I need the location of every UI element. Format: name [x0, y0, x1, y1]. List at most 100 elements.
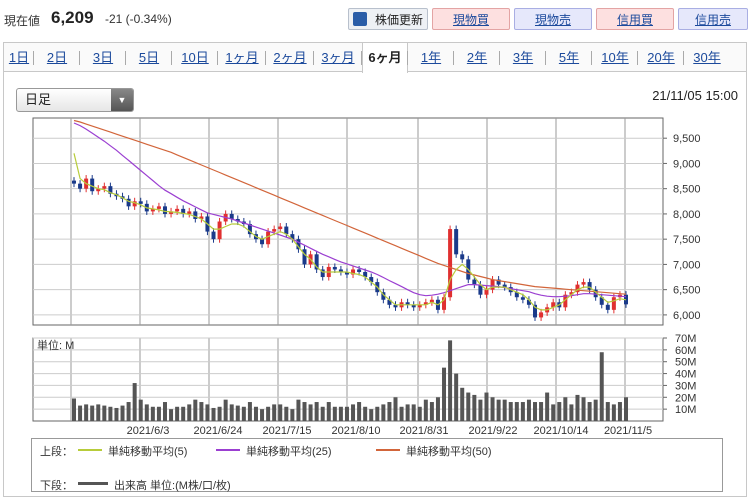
volume-bar [399, 406, 404, 421]
update-price-label: 株価更新 [374, 13, 423, 27]
candle-body [429, 299, 434, 303]
tab-0[interactable]: 1日 [8, 50, 30, 65]
volume-bar [375, 406, 380, 421]
volume-bar [351, 404, 356, 421]
candle-body [193, 211, 198, 219]
candle-body [229, 213, 234, 219]
volume-bar [96, 404, 101, 421]
tab-6[interactable]: 2ヶ月 [273, 50, 307, 65]
volume-bar [150, 406, 155, 421]
candle-body [296, 239, 301, 250]
tab-2[interactable]: 3日 [92, 50, 114, 65]
date-tick-label: 2021/8/10 [332, 425, 381, 437]
tab-separator [33, 51, 34, 65]
candle-body [278, 226, 283, 230]
tab-10[interactable]: 2年 [466, 50, 488, 65]
price-tick-label: 7,500 [673, 234, 701, 246]
volume-bar [569, 404, 574, 421]
tab-13[interactable]: 10年 [601, 50, 629, 65]
spot-buy-button[interactable]: 現物買 [432, 8, 510, 30]
legend-ma5-swatch [78, 449, 102, 451]
volume-bar [472, 394, 477, 421]
volume-bar [102, 405, 107, 421]
candle-body [587, 282, 592, 290]
volume-bar [235, 405, 240, 421]
volume-bar [84, 404, 89, 421]
volume-bar [502, 399, 507, 421]
volume-bar [442, 367, 447, 421]
tab-12[interactable]: 5年 [558, 50, 580, 65]
candle-body [502, 284, 507, 288]
volume-bar [241, 406, 246, 421]
tab-9[interactable]: 1年 [420, 50, 442, 65]
tab-4[interactable]: 10日 [181, 50, 209, 65]
candle-body [102, 186, 107, 189]
volume-bar [187, 404, 192, 421]
volume-tick-label: 20M [675, 392, 696, 404]
tab-separator [545, 51, 546, 65]
volume-bar [551, 404, 556, 421]
tab-3[interactable]: 5日 [138, 50, 160, 65]
tab-14[interactable]: 20年 [647, 50, 675, 65]
candle-period-select[interactable]: 日足 ▼ [16, 88, 134, 112]
candle-body [472, 279, 477, 285]
candle-body [478, 284, 483, 295]
candle-body [563, 294, 568, 308]
candle-body [442, 297, 447, 310]
volume-bar [593, 399, 598, 421]
tab-1[interactable]: 2日 [46, 50, 68, 65]
volume-bar [478, 399, 483, 421]
candle-body [320, 269, 325, 278]
legend-ma25-swatch [216, 449, 240, 451]
volume-bar [320, 406, 325, 421]
volume-bar [332, 406, 337, 421]
tab-5[interactable]: 1ヶ月 [225, 50, 259, 65]
candle-body [260, 239, 265, 245]
volume-bar [490, 397, 495, 421]
candle-body [338, 269, 343, 272]
volume-bar [217, 406, 222, 421]
tab-11[interactable]: 3年 [512, 50, 534, 65]
candle-body [272, 229, 277, 232]
volume-bar [247, 402, 252, 421]
volume-bar [611, 404, 616, 421]
candle-body [593, 289, 598, 298]
tab-separator [453, 51, 454, 65]
candle-body [387, 299, 392, 305]
price-tick-label: 9,500 [673, 133, 701, 145]
tab-8[interactable]: 6ヶ月 [362, 43, 408, 73]
legend-volume-swatch [78, 482, 108, 485]
volume-unit-label: 単位: M [37, 338, 74, 352]
volume-bar [581, 397, 586, 421]
volume-bar [205, 404, 210, 421]
tab-separator [361, 51, 362, 65]
tab-15[interactable]: 30年 [693, 50, 721, 65]
volume-bar [417, 406, 422, 421]
date-tick-label: 2021/11/5 [604, 425, 652, 437]
volume-bar [296, 399, 301, 421]
margin-sell-button[interactable]: 信用売 [678, 8, 748, 30]
tab-separator [171, 51, 172, 65]
spot-sell-button[interactable]: 現物売 [514, 8, 592, 30]
volume-bar [326, 402, 331, 421]
volume-bar [545, 392, 550, 421]
volume-bar [302, 402, 307, 421]
volume-bar [423, 399, 428, 421]
volume-bar [211, 407, 216, 421]
update-price-button[interactable]: 株価更新 [348, 8, 428, 30]
candle-period-value: 日足 [25, 92, 52, 107]
tab-separator [125, 51, 126, 65]
candle-body [599, 297, 604, 305]
candle-body [302, 249, 307, 265]
tab-7[interactable]: 3ヶ月 [321, 50, 355, 65]
candle-body [314, 254, 319, 270]
candle-body [514, 292, 519, 298]
candle-body [539, 312, 544, 318]
date-tick-label: 2021/9/22 [469, 425, 518, 437]
price-tick-label: 9,000 [673, 158, 701, 170]
volume-bar [587, 402, 592, 421]
volume-bar [78, 405, 83, 421]
margin-buy-button[interactable]: 信用買 [596, 8, 674, 30]
volume-bar [338, 406, 343, 421]
date-tick-label: 2021/10/14 [533, 425, 588, 437]
